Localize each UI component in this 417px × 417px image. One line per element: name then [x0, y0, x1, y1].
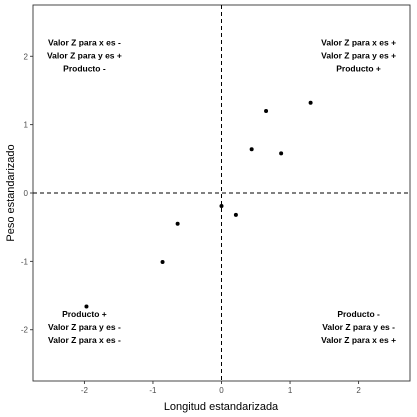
y-tick-label: 2	[24, 52, 29, 61]
x-axis-ticks: -2 -1 0 1 2	[81, 381, 361, 395]
quadrant-annotations: Valor Z para x es - Valor Z para y es + Pr…	[47, 38, 396, 345]
x-tick-label: 2	[356, 386, 361, 395]
data-point	[160, 260, 165, 265]
data-point	[308, 100, 313, 105]
data-point	[219, 203, 224, 208]
quadrant-label-bottom-right: Valor Z para y es -	[322, 322, 395, 332]
y-axis-ticks: -2 -1 0 1 2	[21, 52, 33, 335]
data-point	[175, 221, 180, 226]
quadrant-label-top-left: Valor Z para x es -	[48, 38, 121, 48]
quadrant-label-bottom-left: Producto +	[62, 309, 107, 319]
y-tick-label: -1	[21, 257, 29, 266]
y-tick-label: -2	[21, 326, 29, 335]
data-point	[279, 151, 284, 156]
x-tick-label: 1	[288, 386, 293, 395]
quadrant-label-top-right: Producto +	[336, 64, 381, 74]
quadrant-label-bottom-right: Valor Z para x es +	[321, 335, 396, 345]
quadrant-label-top-right: Valor Z para y es +	[321, 51, 396, 61]
quadrant-label-bottom-left: Valor Z para y es -	[48, 322, 121, 332]
x-axis-title: Longitud estandarizada	[164, 401, 279, 413]
data-point	[84, 304, 89, 309]
quadrant-label-top-left: Producto -	[63, 64, 106, 74]
plot-panel	[32, 4, 411, 382]
y-tick-label: 0	[24, 189, 29, 198]
x-tick-label: 0	[219, 386, 224, 395]
quadrant-label-bottom-left: Valor Z para x es -	[48, 335, 121, 345]
data-point	[264, 108, 269, 113]
quadrant-label-top-right: Valor Z para x es +	[321, 38, 396, 48]
quadrant-label-top-left: Valor Z para y es +	[47, 51, 122, 61]
x-tick-label: -2	[81, 386, 89, 395]
y-axis-title: Peso estandarizado	[5, 144, 17, 241]
quadrant-label-bottom-right: Producto -	[337, 309, 380, 319]
data-points	[84, 100, 313, 309]
x-tick-label: -1	[149, 386, 157, 395]
y-tick-label: 1	[24, 121, 29, 130]
data-point	[233, 212, 238, 217]
data-point	[249, 147, 254, 152]
